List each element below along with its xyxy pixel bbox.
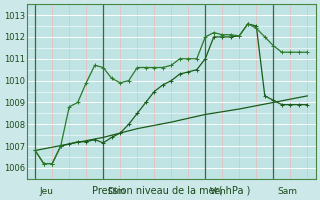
Text: Dim: Dim — [108, 187, 126, 196]
Text: Sam: Sam — [277, 187, 298, 196]
X-axis label: Pression niveau de la mer( hPa ): Pression niveau de la mer( hPa ) — [92, 186, 251, 196]
Text: Jeu: Jeu — [39, 187, 53, 196]
Text: Ven: Ven — [210, 187, 226, 196]
